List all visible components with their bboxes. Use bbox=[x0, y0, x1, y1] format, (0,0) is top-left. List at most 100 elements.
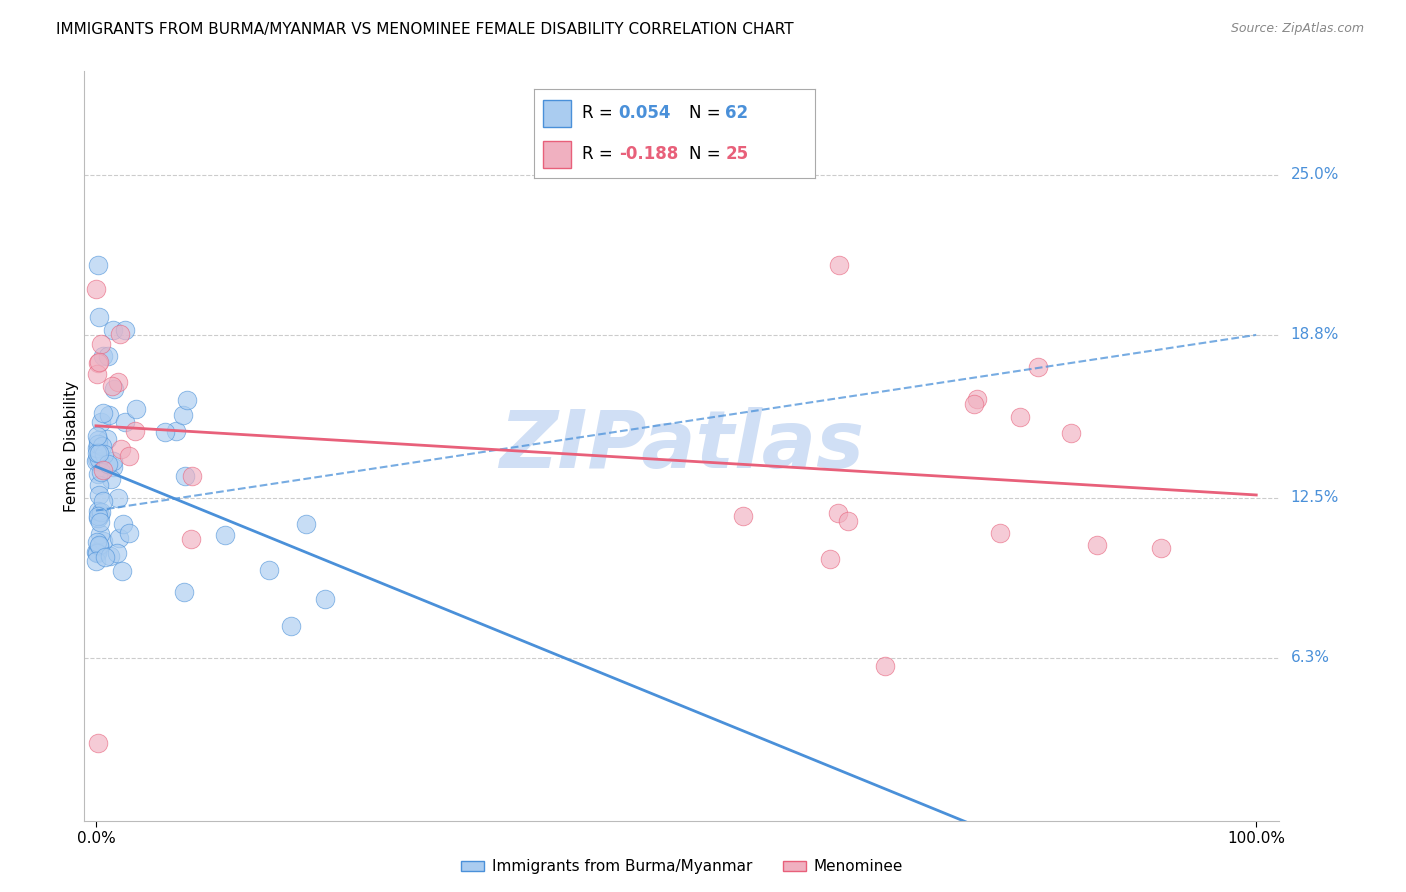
Point bbox=[174, 469, 197, 483]
Point bbox=[107, 375, 129, 389]
Text: 25: 25 bbox=[725, 145, 748, 163]
Point bbox=[118, 526, 141, 541]
Text: Source: ZipAtlas.com: Source: ZipAtlas.com bbox=[1230, 22, 1364, 36]
Point bbox=[988, 525, 1011, 540]
Text: IMMIGRANTS FROM BURMA/MYANMAR VS MENOMINEE FEMALE DISABILITY CORRELATION CHART: IMMIGRANTS FROM BURMA/MYANMAR VS MENOMIN… bbox=[56, 22, 794, 37]
Text: 18.8%: 18.8% bbox=[1291, 327, 1339, 343]
Point bbox=[89, 516, 111, 530]
Point bbox=[101, 459, 124, 474]
Point bbox=[86, 545, 108, 559]
Point bbox=[827, 506, 849, 520]
Point bbox=[837, 514, 859, 528]
Point bbox=[84, 554, 107, 568]
Point bbox=[86, 282, 108, 296]
Point bbox=[873, 658, 896, 673]
Point bbox=[165, 424, 187, 438]
Point bbox=[731, 509, 754, 524]
Point bbox=[818, 551, 841, 566]
Point bbox=[176, 392, 198, 407]
Point bbox=[172, 408, 194, 422]
Point bbox=[100, 472, 122, 486]
Point bbox=[257, 563, 280, 577]
Point bbox=[91, 534, 114, 549]
Point bbox=[280, 618, 302, 632]
Point bbox=[86, 356, 108, 370]
Point bbox=[91, 349, 114, 363]
Point bbox=[86, 429, 108, 443]
Point bbox=[98, 549, 121, 564]
Point bbox=[86, 511, 108, 525]
Point bbox=[84, 544, 107, 558]
Text: N =: N = bbox=[689, 145, 725, 163]
Point bbox=[89, 508, 111, 523]
Point bbox=[107, 491, 129, 505]
Point bbox=[125, 402, 148, 417]
Point bbox=[110, 442, 132, 456]
Point bbox=[118, 449, 141, 463]
Point bbox=[110, 327, 132, 342]
Point bbox=[86, 451, 108, 466]
Point bbox=[103, 323, 125, 337]
Text: R =: R = bbox=[582, 104, 619, 122]
Point bbox=[89, 465, 111, 479]
Point bbox=[86, 368, 108, 382]
Point bbox=[89, 527, 111, 541]
Point bbox=[87, 488, 110, 502]
Point bbox=[91, 494, 114, 508]
Point bbox=[105, 546, 128, 560]
Point bbox=[114, 323, 136, 337]
Text: -0.188: -0.188 bbox=[619, 145, 678, 163]
Point bbox=[87, 509, 110, 524]
Point bbox=[1085, 538, 1108, 552]
Text: N =: N = bbox=[689, 104, 725, 122]
Point bbox=[90, 505, 112, 519]
Bar bbox=[543, 100, 571, 127]
Text: 12.5%: 12.5% bbox=[1291, 491, 1339, 505]
Point bbox=[97, 408, 120, 422]
Point bbox=[1010, 410, 1032, 425]
Point bbox=[89, 478, 111, 492]
Point bbox=[180, 469, 202, 483]
Point bbox=[86, 445, 108, 459]
Point bbox=[94, 550, 117, 565]
Point bbox=[86, 467, 108, 481]
Text: R =: R = bbox=[582, 145, 619, 163]
Point bbox=[89, 336, 111, 351]
Point bbox=[91, 406, 114, 420]
Point bbox=[103, 382, 125, 396]
Point bbox=[90, 455, 112, 469]
Point bbox=[87, 433, 110, 447]
Point bbox=[173, 584, 195, 599]
Point bbox=[87, 504, 110, 518]
Point bbox=[114, 415, 136, 429]
Point bbox=[97, 349, 120, 363]
Point bbox=[1059, 426, 1081, 441]
Point bbox=[1150, 541, 1173, 555]
Point bbox=[89, 310, 111, 324]
Point bbox=[107, 531, 129, 545]
Point bbox=[86, 535, 108, 549]
Legend: Immigrants from Burma/Myanmar, Menominee: Immigrants from Burma/Myanmar, Menominee bbox=[456, 854, 908, 880]
Point bbox=[111, 517, 134, 532]
Point bbox=[87, 539, 110, 553]
Point bbox=[86, 442, 108, 456]
Text: ZIPatlas: ZIPatlas bbox=[499, 407, 865, 485]
Y-axis label: Female Disability: Female Disability bbox=[63, 380, 79, 512]
Point bbox=[89, 538, 111, 552]
Point bbox=[93, 446, 115, 460]
Point bbox=[87, 437, 110, 451]
Point bbox=[111, 564, 134, 578]
Point bbox=[1028, 360, 1050, 375]
Point bbox=[124, 424, 146, 438]
Point bbox=[963, 397, 986, 411]
Point bbox=[96, 457, 118, 471]
Point bbox=[91, 463, 114, 477]
Point bbox=[295, 516, 318, 531]
Text: 6.3%: 6.3% bbox=[1291, 650, 1330, 665]
Text: 0.054: 0.054 bbox=[619, 104, 671, 122]
Point bbox=[101, 379, 124, 393]
Point bbox=[87, 451, 110, 466]
Point bbox=[90, 439, 112, 453]
Bar bbox=[543, 141, 571, 168]
Point bbox=[86, 546, 108, 560]
